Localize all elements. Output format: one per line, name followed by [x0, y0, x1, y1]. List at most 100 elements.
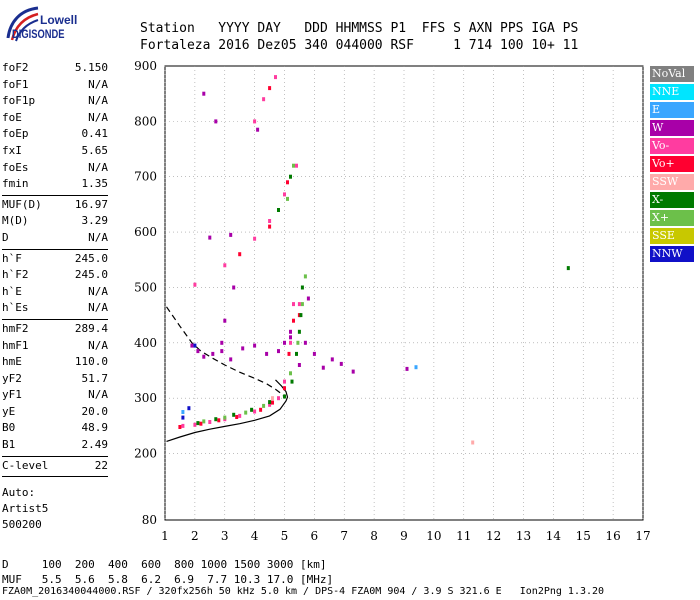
param-separator: [2, 455, 108, 457]
param-name: h`F2: [2, 268, 29, 282]
muf-distance-row: D 100 200 400 600 800 1000 1500 3000 [km…: [2, 558, 327, 571]
echo-point: [286, 196, 289, 201]
echo-point: [232, 412, 236, 417]
echo-point: [405, 366, 409, 371]
param-name: yF1: [2, 388, 22, 402]
param-name: h`Es: [2, 301, 29, 315]
param-name: foF2: [2, 61, 29, 74]
echo-point: [265, 351, 269, 356]
echo-point: [297, 302, 301, 307]
echo-point: [220, 349, 224, 354]
echo-point: [250, 407, 254, 412]
x-tick-label: 12: [486, 529, 501, 543]
echo-point: [217, 418, 221, 423]
footer-info: FZA0M_2016340044000.RSF / 320fx256h 50 k…: [2, 586, 605, 597]
echo-point: [299, 313, 303, 318]
header-values: Fortaleza 2016 Dez05 340 044000 RSF 1 71…: [140, 38, 579, 53]
x-tick-label: 2: [191, 529, 199, 543]
legend-item: NNW: [650, 246, 694, 262]
param-name: foF1: [2, 77, 29, 91]
param-row: hmE 110.0: [2, 354, 108, 371]
x-tick-label: 11: [456, 529, 471, 543]
param-row: foF1 N/A: [2, 77, 108, 94]
param-separator: [2, 476, 108, 478]
param-name: hmE: [2, 355, 22, 369]
echo-point: [277, 396, 280, 401]
echo-point: [199, 421, 203, 426]
param-separator: [2, 248, 108, 250]
echo-point: [190, 343, 194, 348]
plot-frame: [164, 65, 644, 521]
param-name: foEs: [2, 160, 29, 174]
echo-point: [339, 361, 343, 366]
y-tick-label: 300: [134, 391, 157, 405]
echo-point: [262, 403, 266, 408]
echo-point: [297, 329, 301, 334]
echo-point: [235, 415, 239, 419]
param-name: yE: [2, 404, 16, 418]
echo-point: [566, 266, 570, 271]
echo-point: [289, 340, 292, 345]
param-name: foF1p: [2, 94, 36, 108]
param-value: 289.4: [74, 321, 108, 335]
auto-code: 500200: [2, 518, 42, 531]
echo-point: [306, 296, 310, 301]
station-header: Station YYYY DAY DDD HHMMSS P1 FFS S AXN…: [140, 20, 578, 54]
echo-point: [274, 75, 277, 80]
param-value: 0.41: [81, 127, 109, 141]
param-row: B0 48.9: [2, 420, 108, 437]
x-tick-label: 16: [605, 529, 620, 543]
y-tick-label: 500: [134, 280, 157, 294]
param-name: foE: [2, 110, 22, 124]
param-row: foF2 5.150: [2, 60, 108, 77]
digisonde-logo: Lowell DIGISONDE: [2, 4, 77, 44]
echo-point: [351, 369, 355, 374]
param-row: h`Es N/A: [2, 300, 108, 317]
param-name: C-level: [2, 458, 49, 472]
echo-point: [214, 119, 218, 124]
logo-text-lowell: Lowell: [40, 13, 78, 27]
param-value: 5.65: [81, 143, 109, 157]
echo-point: [256, 127, 260, 132]
param-row: h`F2 245.0: [2, 267, 108, 284]
echo-point: [414, 365, 418, 370]
echo-point: [289, 329, 292, 334]
echo-point: [202, 419, 206, 424]
echo-point: [202, 91, 206, 96]
polarization-legend: NoVal NNE E W Vo- Vo+ SSW X- X+ SSE NNW: [650, 66, 694, 264]
echo-point: [271, 396, 274, 401]
echo-point: [287, 351, 291, 356]
echo-point: [214, 417, 218, 422]
x-tick-label: 13: [516, 529, 531, 543]
echo-point: [321, 365, 325, 370]
param-name: foEp: [2, 127, 29, 141]
auto-artist: Artist5: [2, 502, 49, 515]
echo-point: [271, 400, 274, 405]
echo-point: [296, 340, 300, 345]
legend-item: NNE: [650, 84, 694, 100]
param-name: hmF1: [2, 338, 29, 352]
param-row: h`F 245.0: [2, 251, 108, 268]
param-row: B1 2.49: [2, 437, 108, 454]
param-value: 245.0: [74, 268, 108, 282]
echo-point: [193, 343, 197, 348]
echo-point: [244, 410, 248, 415]
echo-point: [297, 363, 301, 367]
echo-point: [277, 208, 280, 212]
param-name: hmF2: [2, 321, 29, 335]
legend-item: Vo+: [650, 156, 694, 172]
echo-point: [303, 340, 307, 345]
echo-point: [290, 379, 294, 384]
logo-text-digisonde: DIGISONDE: [12, 27, 65, 41]
param-value: 20.0: [81, 404, 109, 418]
x-tick-label: 3: [221, 529, 229, 543]
param-row: D N/A: [2, 230, 108, 247]
x-tick-label: 7: [340, 529, 348, 543]
echo-point: [229, 357, 233, 362]
param-row: yE 20.0: [2, 404, 108, 421]
legend-item: X-: [650, 192, 694, 208]
param-row: C-level 22: [2, 458, 108, 475]
x-tick-label: 5: [281, 529, 289, 543]
echo-point: [253, 409, 257, 414]
echo-point: [295, 163, 298, 168]
